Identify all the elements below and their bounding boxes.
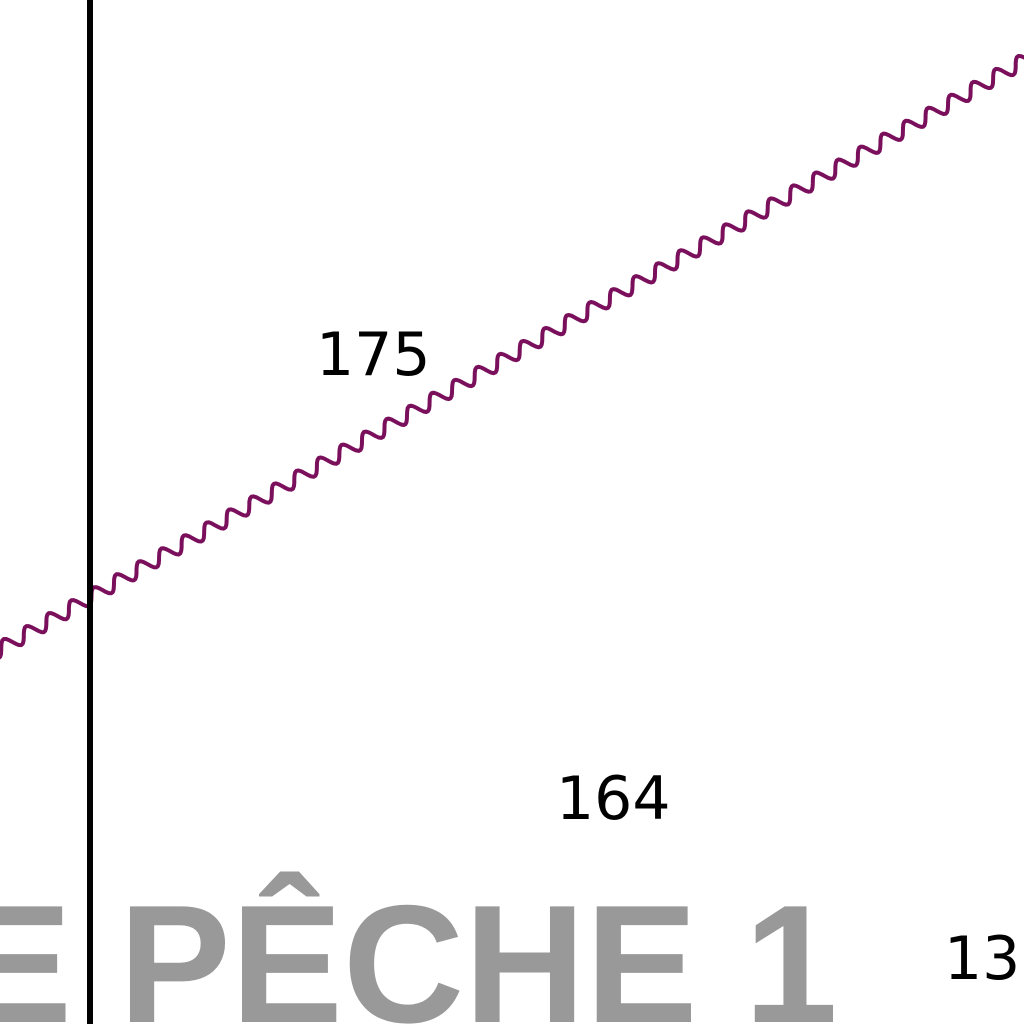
fishing-zone-label: E PÊCHE 1 (0, 870, 838, 1024)
depth-sounding-164: 164 (556, 764, 671, 834)
depth-sounding-175: 175 (316, 320, 431, 390)
depth-sounding-136: 136 (944, 924, 1024, 994)
